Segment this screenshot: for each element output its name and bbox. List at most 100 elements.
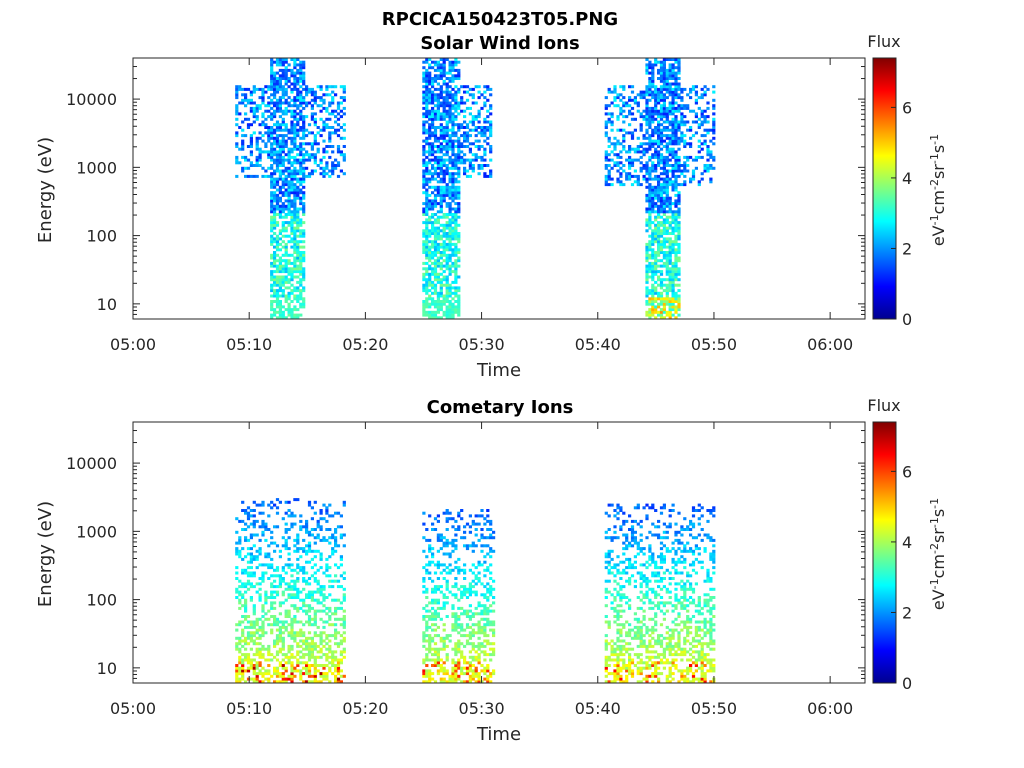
heatmap-cell — [278, 242, 282, 246]
heatmap-cell — [454, 242, 458, 246]
heatmap-cell — [290, 87, 294, 91]
heatmap-cell — [636, 136, 640, 140]
heatmap-cell — [322, 666, 326, 670]
heatmap-cell — [264, 647, 268, 651]
heatmap-cell — [639, 142, 643, 146]
heatmap-cell — [328, 644, 332, 648]
heatmap-cell — [445, 237, 449, 241]
heatmap-cell — [339, 634, 343, 638]
heatmap-cell — [316, 609, 320, 613]
heatmap-cell — [238, 606, 242, 610]
heatmap-cell — [422, 177, 426, 181]
heatmap-cell — [296, 650, 300, 654]
heatmap-cell — [454, 96, 458, 100]
heatmap-cell — [319, 590, 323, 594]
heatmap-cell — [290, 213, 294, 216]
heatmap-cell — [278, 106, 282, 110]
heatmap-cell — [278, 128, 282, 132]
heatmap-cell — [651, 248, 655, 252]
heatmap-cell — [474, 134, 478, 138]
heatmap-cell — [252, 609, 256, 613]
heatmap-cell — [422, 77, 426, 80]
heatmap-cell — [270, 604, 274, 608]
heatmap-cell — [433, 109, 438, 113]
heatmap-cell — [258, 147, 262, 151]
heatmap-cell — [700, 172, 704, 176]
heatmap-cell — [451, 297, 455, 301]
heatmap-cell — [331, 164, 335, 167]
heatmap-cell — [442, 169, 446, 173]
heatmap-cell — [659, 71, 664, 75]
heatmap-cell — [307, 669, 312, 673]
heatmap-cell — [448, 237, 452, 241]
heatmap-cell — [448, 218, 452, 222]
heatmap-cell — [448, 272, 452, 276]
heatmap-cell — [296, 177, 300, 181]
heatmap-cell — [442, 511, 446, 515]
heatmap-cell — [310, 153, 314, 157]
heatmap-cell — [616, 128, 620, 132]
heatmap-cell — [325, 123, 329, 127]
heatmap-cell — [255, 158, 259, 162]
heatmap-cell — [267, 653, 271, 657]
heatmap-cell — [287, 609, 291, 613]
heatmap-cell — [275, 85, 280, 89]
heatmap-cell — [319, 538, 323, 542]
heatmap-cell — [299, 158, 303, 162]
heatmap-cell — [694, 85, 698, 89]
heatmap-cell — [686, 169, 690, 173]
heatmap-cell — [674, 74, 678, 78]
heatmap-cell — [460, 634, 464, 638]
heatmap-cell — [339, 617, 343, 621]
heatmap-cell — [287, 101, 291, 105]
heatmap-cell — [325, 620, 329, 624]
heatmap-cell — [339, 601, 343, 605]
heatmap-cell — [328, 85, 332, 89]
heatmap-cell — [457, 68, 461, 72]
heatmap-cell — [454, 68, 458, 72]
heatmap-cell — [273, 237, 277, 241]
heatmap-cell — [270, 218, 274, 222]
heatmap-cell — [610, 142, 614, 146]
heatmap-cell — [442, 131, 446, 135]
heatmap-cell — [299, 674, 303, 678]
heatmap-cell — [278, 109, 282, 113]
heatmap-cell — [648, 207, 652, 211]
heatmap-cell — [645, 164, 649, 167]
heatmap-cell — [442, 68, 446, 72]
heatmap-cell — [630, 90, 635, 94]
heatmap-cell — [322, 571, 326, 575]
heatmap-cell — [244, 642, 248, 646]
heatmap-cell — [278, 172, 282, 176]
heatmap-cell — [674, 294, 678, 298]
heatmap-cell — [486, 126, 490, 129]
heatmap-cell — [642, 147, 646, 151]
heatmap-cell — [244, 615, 248, 618]
heatmap-cell — [284, 628, 288, 632]
heatmap-cell — [480, 106, 484, 110]
heatmap-cell — [331, 172, 335, 176]
heatmap-cell — [451, 191, 455, 195]
heatmap-cell — [433, 664, 438, 667]
heatmap-cell — [275, 63, 280, 67]
heatmap-cell — [290, 634, 294, 638]
heatmap-cell — [241, 166, 245, 170]
heatmap-cell — [425, 115, 429, 119]
heatmap-cell — [642, 166, 646, 170]
heatmap-cell — [431, 131, 435, 135]
heatmap-cell — [648, 63, 652, 67]
heatmap-cell — [334, 677, 338, 681]
heatmap-cell — [319, 511, 323, 515]
heatmap-cell — [275, 128, 280, 132]
heatmap-cell — [334, 664, 338, 667]
heatmap-cell — [249, 625, 253, 629]
heatmap-cell — [281, 577, 285, 580]
heatmap-cell — [671, 77, 675, 80]
heatmap-cell — [293, 234, 297, 238]
heatmap-cell — [445, 193, 449, 197]
heatmap-cell — [342, 98, 346, 102]
heatmap-cell — [425, 155, 429, 159]
heatmap-cell — [339, 150, 343, 154]
heatmap-cell — [465, 145, 470, 148]
heatmap-cell — [302, 240, 306, 244]
